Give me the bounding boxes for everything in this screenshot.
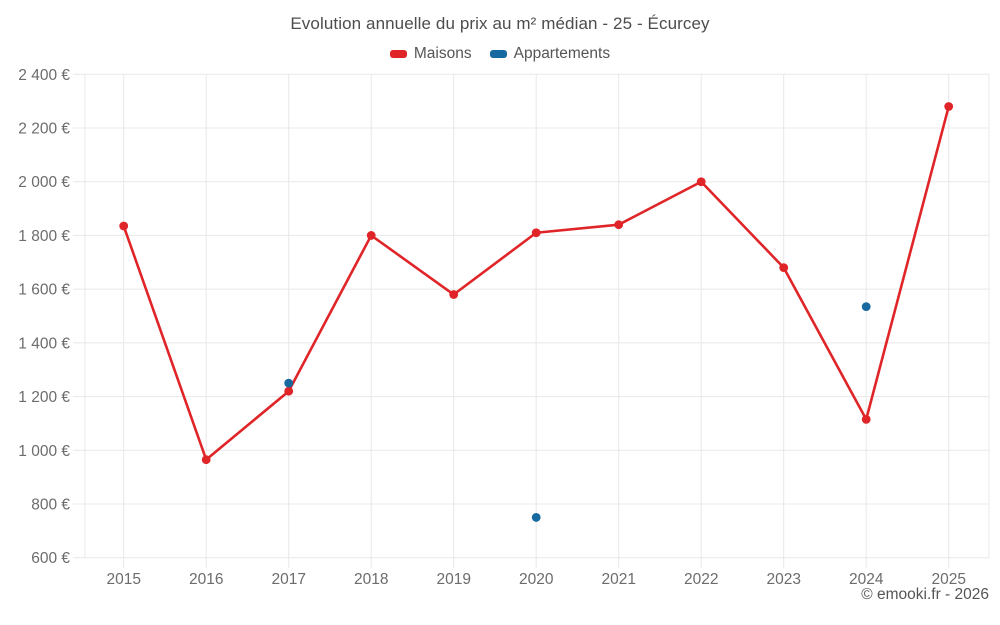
- maisons-point-2024[interactable]: [861, 414, 871, 424]
- maisons-point-2023[interactable]: [779, 263, 789, 273]
- maisons-point-2022[interactable]: [696, 177, 706, 187]
- maisons-line-segment: [452, 231, 538, 296]
- appartements-point-2020[interactable]: [531, 513, 541, 522]
- x-axis-tick-label: 2016: [189, 571, 223, 588]
- maisons-point-2025[interactable]: [944, 102, 954, 111]
- y-axis-tick-label: 2 400 €: [18, 67, 70, 84]
- y-axis-tick-label: 600 €: [31, 550, 70, 567]
- x-axis-tick-label: 2024: [849, 571, 884, 588]
- maisons-legend-label: Maisons: [413, 45, 472, 62]
- y-axis-tick-label: 1 400 €: [18, 335, 70, 352]
- maisons-point-2016[interactable]: [201, 455, 211, 465]
- chart-legend: Maisons Appartements: [0, 45, 1000, 63]
- appartements-point-2017[interactable]: [284, 378, 294, 388]
- x-axis-tick-label: 2022: [684, 571, 718, 588]
- maisons-line-segment: [699, 180, 786, 269]
- y-axis-tick-label: 2 200 €: [18, 121, 70, 138]
- x-axis-tick-label: 2015: [106, 571, 140, 588]
- x-axis-tick-label: 2021: [601, 571, 635, 588]
- maisons-point-2015[interactable]: [119, 221, 129, 231]
- maisons-line-segment: [369, 234, 456, 296]
- appartements-legend-label: Appartements: [513, 45, 611, 62]
- maisons-point-2018[interactable]: [366, 231, 376, 240]
- x-axis-tick-label: 2019: [436, 571, 470, 588]
- y-axis-tick-label: 800 €: [31, 496, 70, 513]
- maisons-line-segment: [122, 224, 208, 461]
- y-axis-tick-label: 1 600 €: [18, 282, 70, 299]
- maisons-line-segment: [534, 223, 621, 235]
- maisons-line-segment: [617, 180, 703, 226]
- x-axis-tick-label: 2023: [766, 571, 800, 588]
- appartements-point-2024[interactable]: [861, 302, 871, 312]
- maisons-point-2017[interactable]: [284, 386, 294, 396]
- maisons-point-2019[interactable]: [449, 290, 459, 299]
- maisons-legend-swatch: [389, 50, 407, 58]
- y-axis-tick-label: 1 200 €: [18, 389, 70, 406]
- y-axis-tick-label: 2 000 €: [18, 174, 70, 191]
- appartements-legend-swatch: [489, 50, 507, 58]
- legend-item-maisons[interactable]: Maisons: [389, 45, 472, 63]
- y-axis-tick-label: 1 000 €: [18, 443, 70, 460]
- x-axis-tick-label: 2025: [931, 571, 965, 588]
- chart-title: Evolution annuelle du prix au m² médian …: [290, 14, 710, 33]
- x-axis-tick-label: 2017: [271, 571, 305, 588]
- maisons-line-segment: [782, 266, 868, 421]
- x-axis-tick-label: 2018: [354, 571, 388, 588]
- maisons-point-2021[interactable]: [614, 220, 624, 230]
- x-axis-tick-label: 2020: [519, 571, 554, 588]
- maisons-line-segment: [864, 105, 951, 421]
- legend-item-appartements[interactable]: Appartements: [489, 45, 611, 63]
- copyright-text: © emooki.fr - 2026: [861, 586, 989, 603]
- maisons-point-2020[interactable]: [531, 228, 541, 238]
- maisons-line-segment: [287, 234, 373, 393]
- maisons-line-segment: [204, 389, 291, 461]
- y-axis-tick-label: 1 800 €: [18, 228, 70, 245]
